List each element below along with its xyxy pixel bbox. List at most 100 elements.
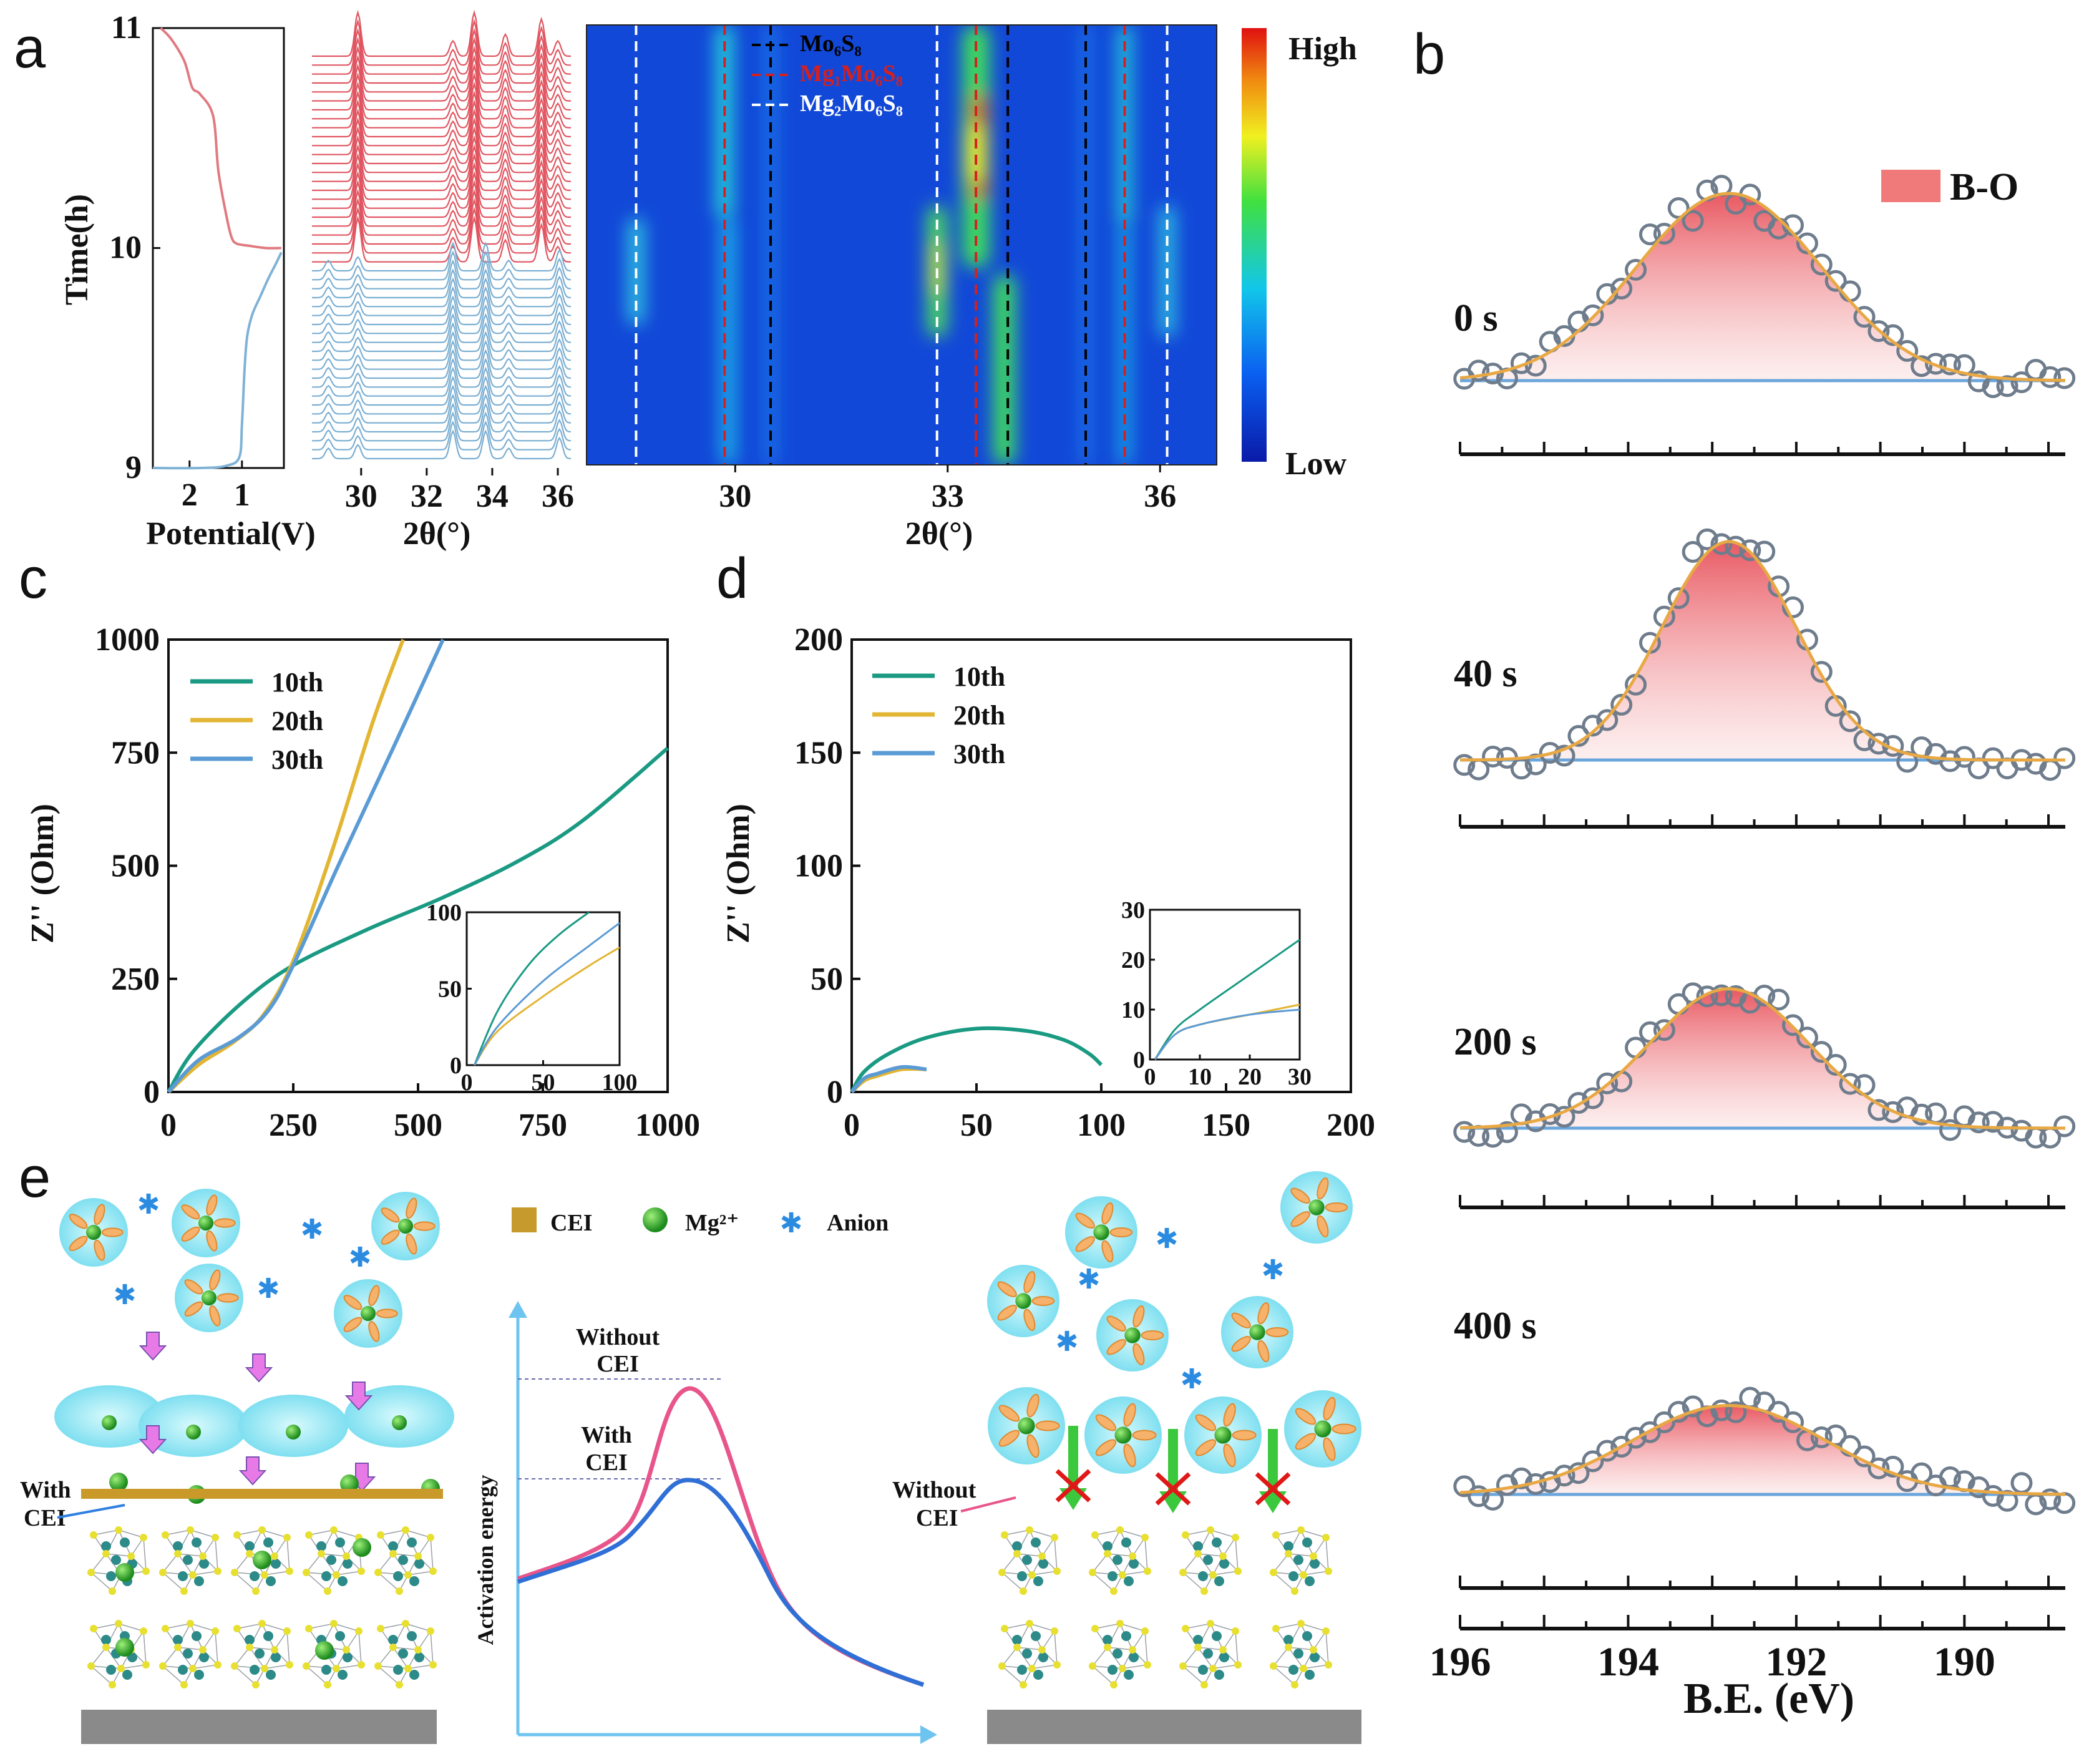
bond — [1288, 1553, 1314, 1557]
mo-atom — [1283, 1541, 1293, 1551]
anion-icon: ✱ — [137, 1189, 160, 1221]
peak-area — [1460, 1405, 2065, 1494]
bond — [1273, 1572, 1304, 1576]
s-atom — [389, 1644, 397, 1651]
solvent-molecule — [343, 1317, 363, 1332]
data-point — [2053, 747, 2076, 769]
mo-atom — [1103, 1635, 1113, 1645]
y-tick-label: 10 — [109, 230, 142, 266]
mo-atom — [414, 1652, 424, 1662]
bond — [177, 1553, 203, 1557]
bond — [405, 1529, 431, 1538]
mg-ion — [1314, 1420, 1332, 1438]
s-atom — [252, 1587, 260, 1595]
data-point — [1882, 1101, 1904, 1123]
mo-atom — [199, 1559, 209, 1569]
bond — [1004, 1529, 1030, 1536]
s-atom — [187, 1620, 194, 1627]
data-point — [1596, 1072, 1619, 1094]
mo-atom — [1293, 1555, 1303, 1565]
s-atom — [318, 1550, 325, 1557]
s-atom — [1291, 1681, 1298, 1688]
s-atom — [1110, 1587, 1117, 1595]
time-label: 400 s — [1454, 1305, 1537, 1347]
data-point — [1625, 1426, 1647, 1449]
x-tick-label: 200 — [1327, 1108, 1375, 1143]
spectrum-3: 400 s — [1453, 1305, 2076, 1590]
bond — [380, 1623, 406, 1629]
solvent-molecule — [206, 1194, 218, 1216]
s-atom — [404, 1571, 412, 1579]
s-atom — [303, 1569, 310, 1576]
mo6s8-cluster — [1270, 1526, 1332, 1595]
s-atom — [1219, 1646, 1227, 1654]
data-point — [1824, 1054, 1847, 1076]
inset-y-tick-label: 100 — [426, 900, 462, 926]
s-atom — [283, 1627, 291, 1635]
bond — [417, 1630, 431, 1650]
s-atom — [1141, 1627, 1149, 1635]
discharge-pattern-line — [312, 268, 572, 299]
mo-atom — [335, 1631, 345, 1641]
solvent-molecule — [1101, 1202, 1114, 1225]
s-atom — [377, 1531, 384, 1539]
s-atom — [1297, 1526, 1305, 1534]
solvent-molecule — [368, 1285, 380, 1307]
bond — [1001, 1572, 1024, 1592]
series-line-10th — [167, 746, 669, 1093]
y-tick-label: 200 — [794, 622, 843, 658]
s-atom — [142, 1567, 150, 1575]
data-point — [2010, 1472, 2033, 1494]
bond — [1212, 1664, 1239, 1669]
solvent-molecule — [1101, 1240, 1114, 1263]
mg-ion — [340, 1474, 359, 1493]
data-point — [1468, 359, 1490, 382]
solvent-molecule — [1317, 1177, 1329, 1200]
mo-atom — [245, 1635, 255, 1645]
bond — [1004, 1623, 1030, 1629]
s-atom — [1179, 1662, 1187, 1670]
s-atom — [162, 1625, 169, 1632]
s-atom — [1116, 1526, 1124, 1534]
data-point — [1553, 744, 1575, 767]
data-point — [1739, 539, 1761, 562]
data-point — [1782, 1411, 1804, 1433]
with-cei-label-line1: With — [20, 1477, 71, 1503]
solvent-molecule — [1232, 1430, 1257, 1441]
legend-label-20th: 20th — [271, 706, 323, 736]
solvent-molecule — [1132, 1430, 1157, 1441]
s-atom — [1207, 1620, 1214, 1627]
data-point — [1596, 709, 1619, 731]
x-tick-label: 36 — [542, 479, 574, 514]
x-axis-arrow — [920, 1725, 937, 1744]
x-tick-label: 32 — [411, 479, 443, 514]
bond — [1054, 1630, 1058, 1665]
s-atom — [324, 1681, 331, 1688]
solvent-molecule — [184, 1279, 203, 1295]
data-point — [1453, 1121, 1476, 1143]
without-cei-energy-label-1: Without — [576, 1324, 660, 1350]
discharge-pattern-line — [312, 322, 572, 353]
data-point — [1810, 1041, 1833, 1063]
solvent-molecule — [1035, 1420, 1060, 1431]
bond — [1210, 1623, 1236, 1632]
data-point — [1753, 540, 1776, 563]
bond — [392, 1647, 419, 1650]
inset-x-tick-label: 30 — [1288, 1064, 1312, 1090]
inset-series-line-30th — [474, 922, 620, 1066]
s-atom — [212, 1534, 219, 1541]
inset-x-tick-label: 50 — [532, 1070, 555, 1096]
s-atom — [159, 1569, 167, 1576]
bond — [261, 1623, 288, 1632]
s-atom — [271, 1552, 278, 1560]
intensity-ridge — [720, 218, 736, 465]
inset-x-tick-label: 100 — [602, 1070, 638, 1096]
solvent-molecule — [1290, 1187, 1310, 1204]
charge-pattern-line — [312, 117, 571, 165]
s-atom — [305, 1625, 313, 1632]
fit-envelope — [1459, 540, 2065, 762]
without-cei-label-line2: CEI — [916, 1505, 958, 1531]
s-atom — [1119, 1571, 1126, 1579]
solvent-molecule — [1223, 1443, 1236, 1468]
s-atom — [1297, 1620, 1305, 1627]
